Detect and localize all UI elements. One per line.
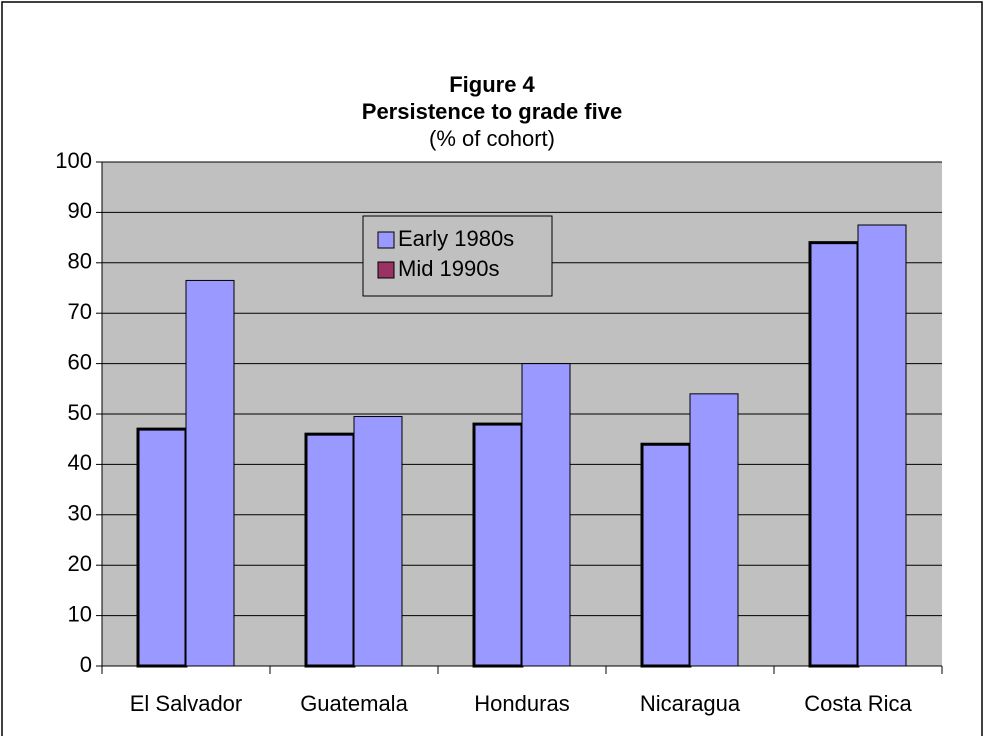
legend-label: Early 1980s [398, 226, 514, 251]
bar [857, 224, 907, 667]
y-tick-label: 30 [68, 501, 92, 526]
x-tick-label: Nicaragua [640, 691, 741, 716]
bar [472, 422, 524, 668]
x-tick-label: Guatemala [300, 691, 408, 716]
bar [640, 442, 692, 668]
y-tick-label: 80 [68, 249, 92, 274]
x-tick-label: El Salvador [130, 691, 243, 716]
bar [808, 241, 860, 668]
x-tick-label: Honduras [474, 691, 569, 716]
bar [353, 416, 403, 667]
unit-note: (% of cohort) [429, 126, 555, 151]
y-tick-label: 20 [68, 551, 92, 576]
bar [304, 432, 356, 668]
bar [185, 279, 235, 667]
y-tick-label: 90 [68, 198, 92, 223]
bar [689, 393, 739, 667]
y-tick-label: 70 [68, 299, 92, 324]
legend-swatch [377, 231, 395, 249]
y-tick-label: 60 [68, 349, 92, 374]
y-tick-label: 10 [68, 601, 92, 626]
y-tick-label: 50 [68, 400, 92, 425]
y-tick-label: 0 [80, 652, 92, 677]
y-tick-label: 40 [68, 450, 92, 475]
x-tick-label: Costa Rica [804, 691, 912, 716]
legend-label: Mid 1990s [398, 256, 500, 281]
legend-swatch [377, 261, 395, 279]
bar [136, 427, 188, 668]
bar [521, 363, 571, 667]
legend-box [362, 215, 553, 297]
chart-title: Figure 4 [449, 72, 535, 97]
y-tick-label: 100 [55, 148, 92, 173]
chart-subtitle: Persistence to grade five [362, 99, 622, 124]
